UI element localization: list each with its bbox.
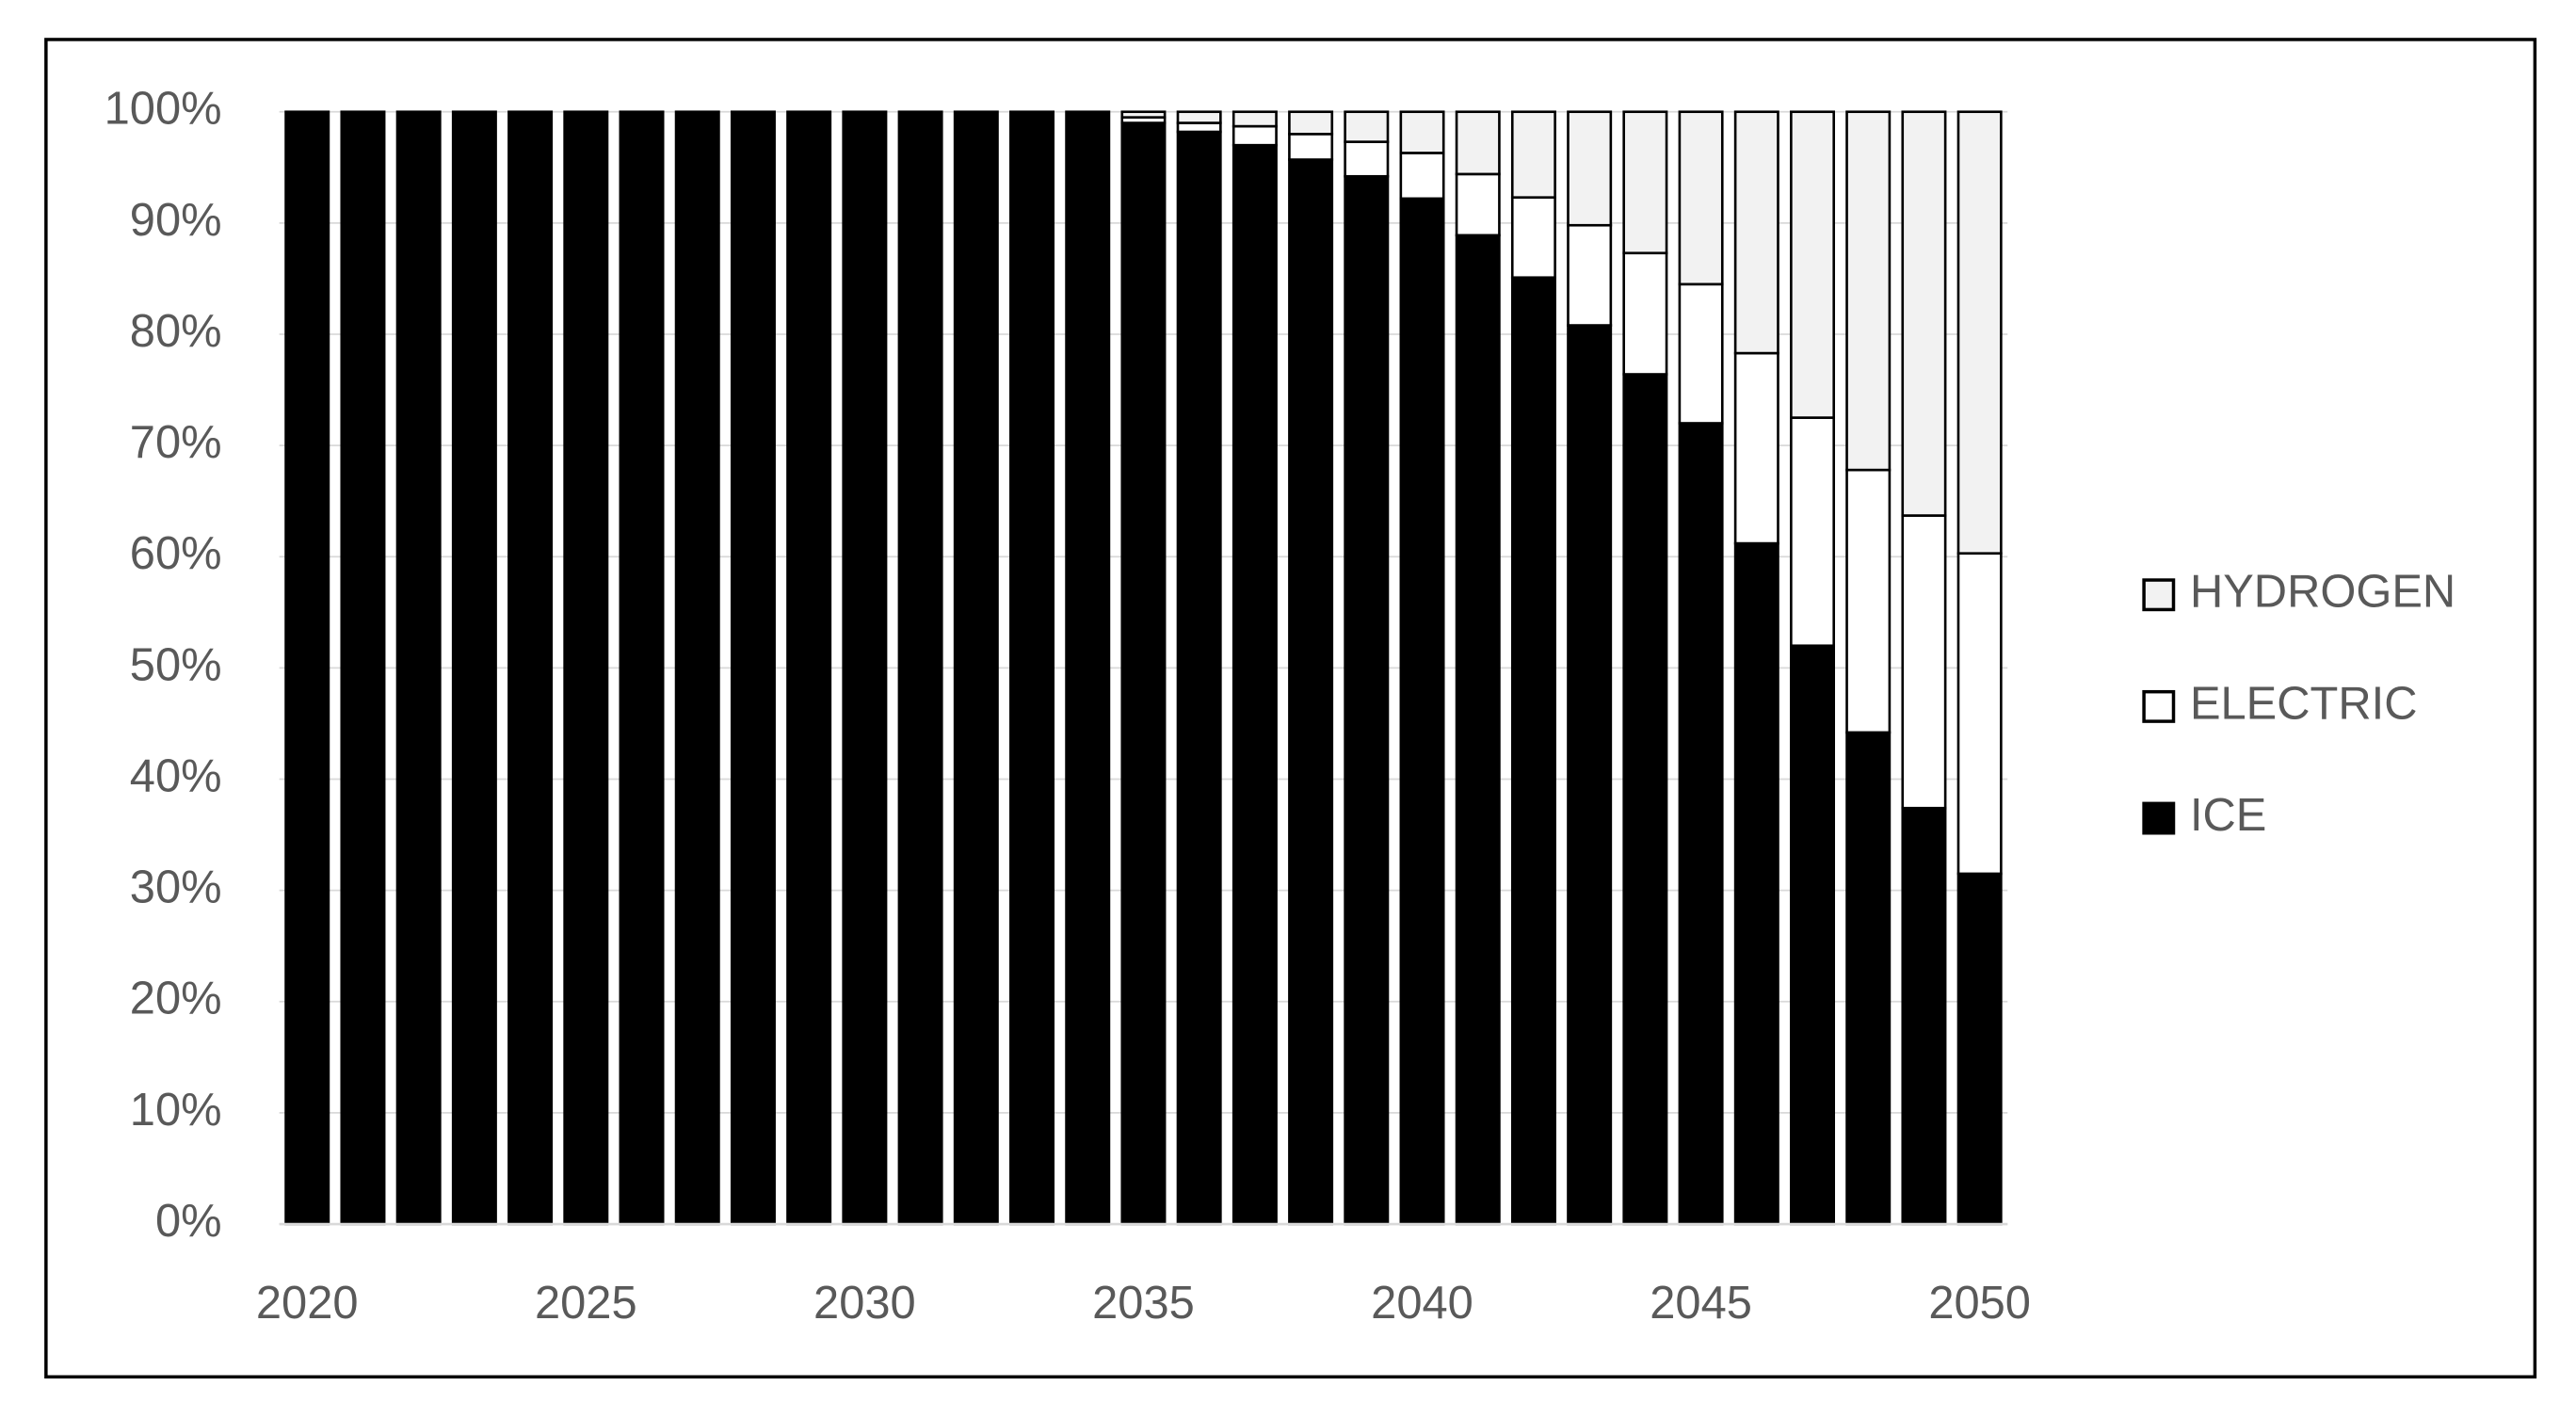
- bar-segment: [395, 110, 442, 1226]
- bar-segment: [340, 110, 386, 1226]
- x-tick-label: 2040: [1371, 1278, 1473, 1329]
- y-tick-label: 30%: [130, 862, 222, 913]
- bar-segment: [1232, 124, 1278, 147]
- bar-segment: [1956, 110, 2003, 556]
- y-tick-label: 60%: [130, 528, 222, 579]
- legend-swatch: [2142, 801, 2176, 835]
- x-tick-label: 2050: [1928, 1278, 2031, 1329]
- bar-segment: [1232, 110, 1278, 128]
- bar-segment: [619, 110, 665, 1226]
- x-tick-label: 2025: [535, 1278, 637, 1329]
- bar-segment: [1288, 110, 1334, 136]
- bar-segment: [1510, 196, 1556, 280]
- legend-label: ICE: [2190, 790, 2266, 841]
- bar-segment: [1622, 110, 1668, 255]
- bar-segment: [1455, 172, 1501, 237]
- y-tick-label: 0%: [155, 1196, 222, 1247]
- y-tick-label: 40%: [130, 750, 222, 801]
- bar-segment: [1120, 121, 1167, 1226]
- y-tick-label: 50%: [130, 639, 222, 690]
- bar-segment: [284, 110, 330, 1226]
- bar-segment: [1901, 110, 1947, 517]
- bar-segment: [1678, 110, 1724, 286]
- bar-segment: [1790, 416, 1836, 648]
- legend-swatch: [2142, 578, 2176, 612]
- bar-segment: [1455, 110, 1501, 176]
- x-tick-label: 2035: [1092, 1278, 1195, 1329]
- bar-segment: [842, 110, 888, 1226]
- bar-segment: [953, 110, 999, 1226]
- bar-segment: [1733, 351, 1779, 545]
- bar-segment: [1288, 133, 1334, 161]
- bar-segment: [1845, 110, 1892, 472]
- bar-segment: [674, 110, 720, 1226]
- bar-segment: [451, 110, 497, 1226]
- bar-segment: [1733, 541, 1779, 1226]
- y-tick-label: 20%: [130, 974, 222, 1024]
- bar-segment: [1956, 872, 2003, 1226]
- bar-segment: [1120, 110, 1167, 119]
- bar-segment: [1344, 174, 1390, 1226]
- bar-segment: [730, 110, 776, 1226]
- y-tick-label: 10%: [130, 1085, 222, 1136]
- bar-segment: [1065, 110, 1111, 1226]
- legend-label: ELECTRIC: [2190, 678, 2418, 729]
- bar-segment: [1176, 121, 1222, 134]
- bar-segment: [786, 110, 832, 1226]
- bar-segment: [1399, 152, 1445, 201]
- y-tick-label: 90%: [130, 195, 222, 246]
- bar-segment: [1510, 110, 1556, 199]
- bar-segment: [1510, 276, 1556, 1226]
- bar-segment: [1399, 197, 1445, 1226]
- bar-segment: [1733, 110, 1779, 355]
- bar-segment: [1901, 806, 1947, 1226]
- legend-label: HYDROGEN: [2190, 567, 2455, 618]
- bar-segment: [1232, 143, 1278, 1226]
- bar-segment: [1176, 110, 1222, 124]
- bar-segment: [1399, 110, 1445, 154]
- bar-segment: [1790, 110, 1836, 419]
- y-tick-label: 100%: [105, 84, 222, 135]
- bar-segment: [1678, 422, 1724, 1226]
- bar-segment: [1567, 324, 1613, 1226]
- bar-segment: [1845, 731, 1892, 1226]
- x-tick-label: 2030: [813, 1278, 916, 1329]
- bar-segment: [1176, 130, 1222, 1226]
- bar-segment: [1567, 110, 1613, 227]
- bar-segment: [1956, 552, 2003, 876]
- x-tick-label: 2045: [1650, 1278, 1752, 1329]
- bar-segment: [1678, 282, 1724, 425]
- bar-segment: [563, 110, 609, 1226]
- bar-segment: [1344, 110, 1390, 143]
- y-tick-label: 70%: [130, 417, 222, 468]
- legend-swatch: [2142, 689, 2176, 723]
- bar-segment: [897, 110, 943, 1226]
- bar-segment: [1455, 234, 1501, 1226]
- x-tick-label: 2020: [256, 1278, 359, 1329]
- bar-segment: [1288, 158, 1334, 1226]
- bar-segment: [1790, 644, 1836, 1226]
- bar-segment: [1567, 223, 1613, 327]
- y-tick-label: 80%: [130, 306, 222, 357]
- bar-segment: [1009, 110, 1055, 1226]
- bar-segment: [1901, 514, 1947, 810]
- bar-segment: [1622, 373, 1668, 1226]
- bar-segment: [1344, 140, 1390, 178]
- bar-segment: [1622, 251, 1668, 376]
- bar-segment: [507, 110, 554, 1226]
- bar-segment: [1845, 468, 1892, 734]
